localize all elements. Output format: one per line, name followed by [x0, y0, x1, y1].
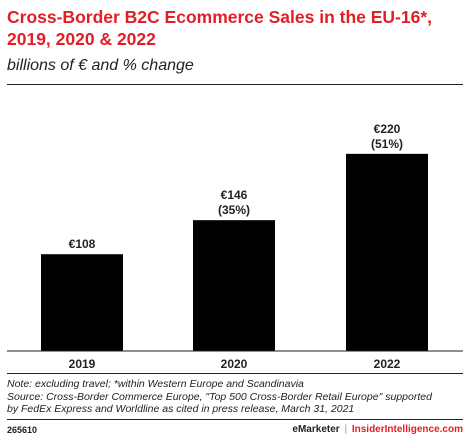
chart-title: Cross-Border B2C Ecommerce Sales in the …: [7, 6, 465, 50]
x-tick-label-2022: 2022: [374, 357, 401, 371]
value-label-2019: €108: [69, 237, 96, 251]
x-tick-label-2020: 2020: [221, 357, 248, 371]
chart-title-line1: Cross-Border B2C Ecommerce Sales in the …: [7, 7, 433, 27]
notes-divider: [7, 373, 463, 374]
brand-emarketer: eMarketer: [292, 424, 340, 435]
value-label-2022: €220: [374, 122, 401, 136]
value-label-2020: €146: [221, 188, 248, 202]
brand-separator: |: [344, 424, 348, 435]
footer-divider: [7, 419, 463, 420]
change-label-2020: (35%): [218, 203, 250, 217]
source-line-1: Source: Cross-Border Commerce Europe, "T…: [7, 390, 432, 403]
bar-chart: €108 2019 €146(35%) 2020 €220(51%) 2022: [7, 122, 463, 371]
bar-2022: [346, 153, 428, 351]
chart-title-line2: 2019, 2020 & 2022: [7, 29, 156, 49]
note-line: Note: excluding travel; *within Western …: [7, 378, 304, 390]
x-tick-label-2019: 2019: [69, 357, 96, 371]
bar-2019: [41, 254, 123, 351]
brand-insider-intelligence: InsiderIntelligence.com: [351, 424, 463, 435]
footer-brand: eMarketer | InsiderIntelligence.com: [292, 424, 463, 435]
top-divider: [7, 84, 463, 85]
source-line-2: by FedEx Express and Worldline as cited …: [7, 403, 355, 415]
chart-id: 265610: [7, 425, 38, 435]
chart-subtitle: billions of € and % change: [7, 57, 194, 74]
chart-notes: Note: excluding travel; *within Western …: [7, 378, 465, 416]
change-label-2022: (51%): [371, 137, 403, 151]
bar-2020: [193, 220, 275, 351]
